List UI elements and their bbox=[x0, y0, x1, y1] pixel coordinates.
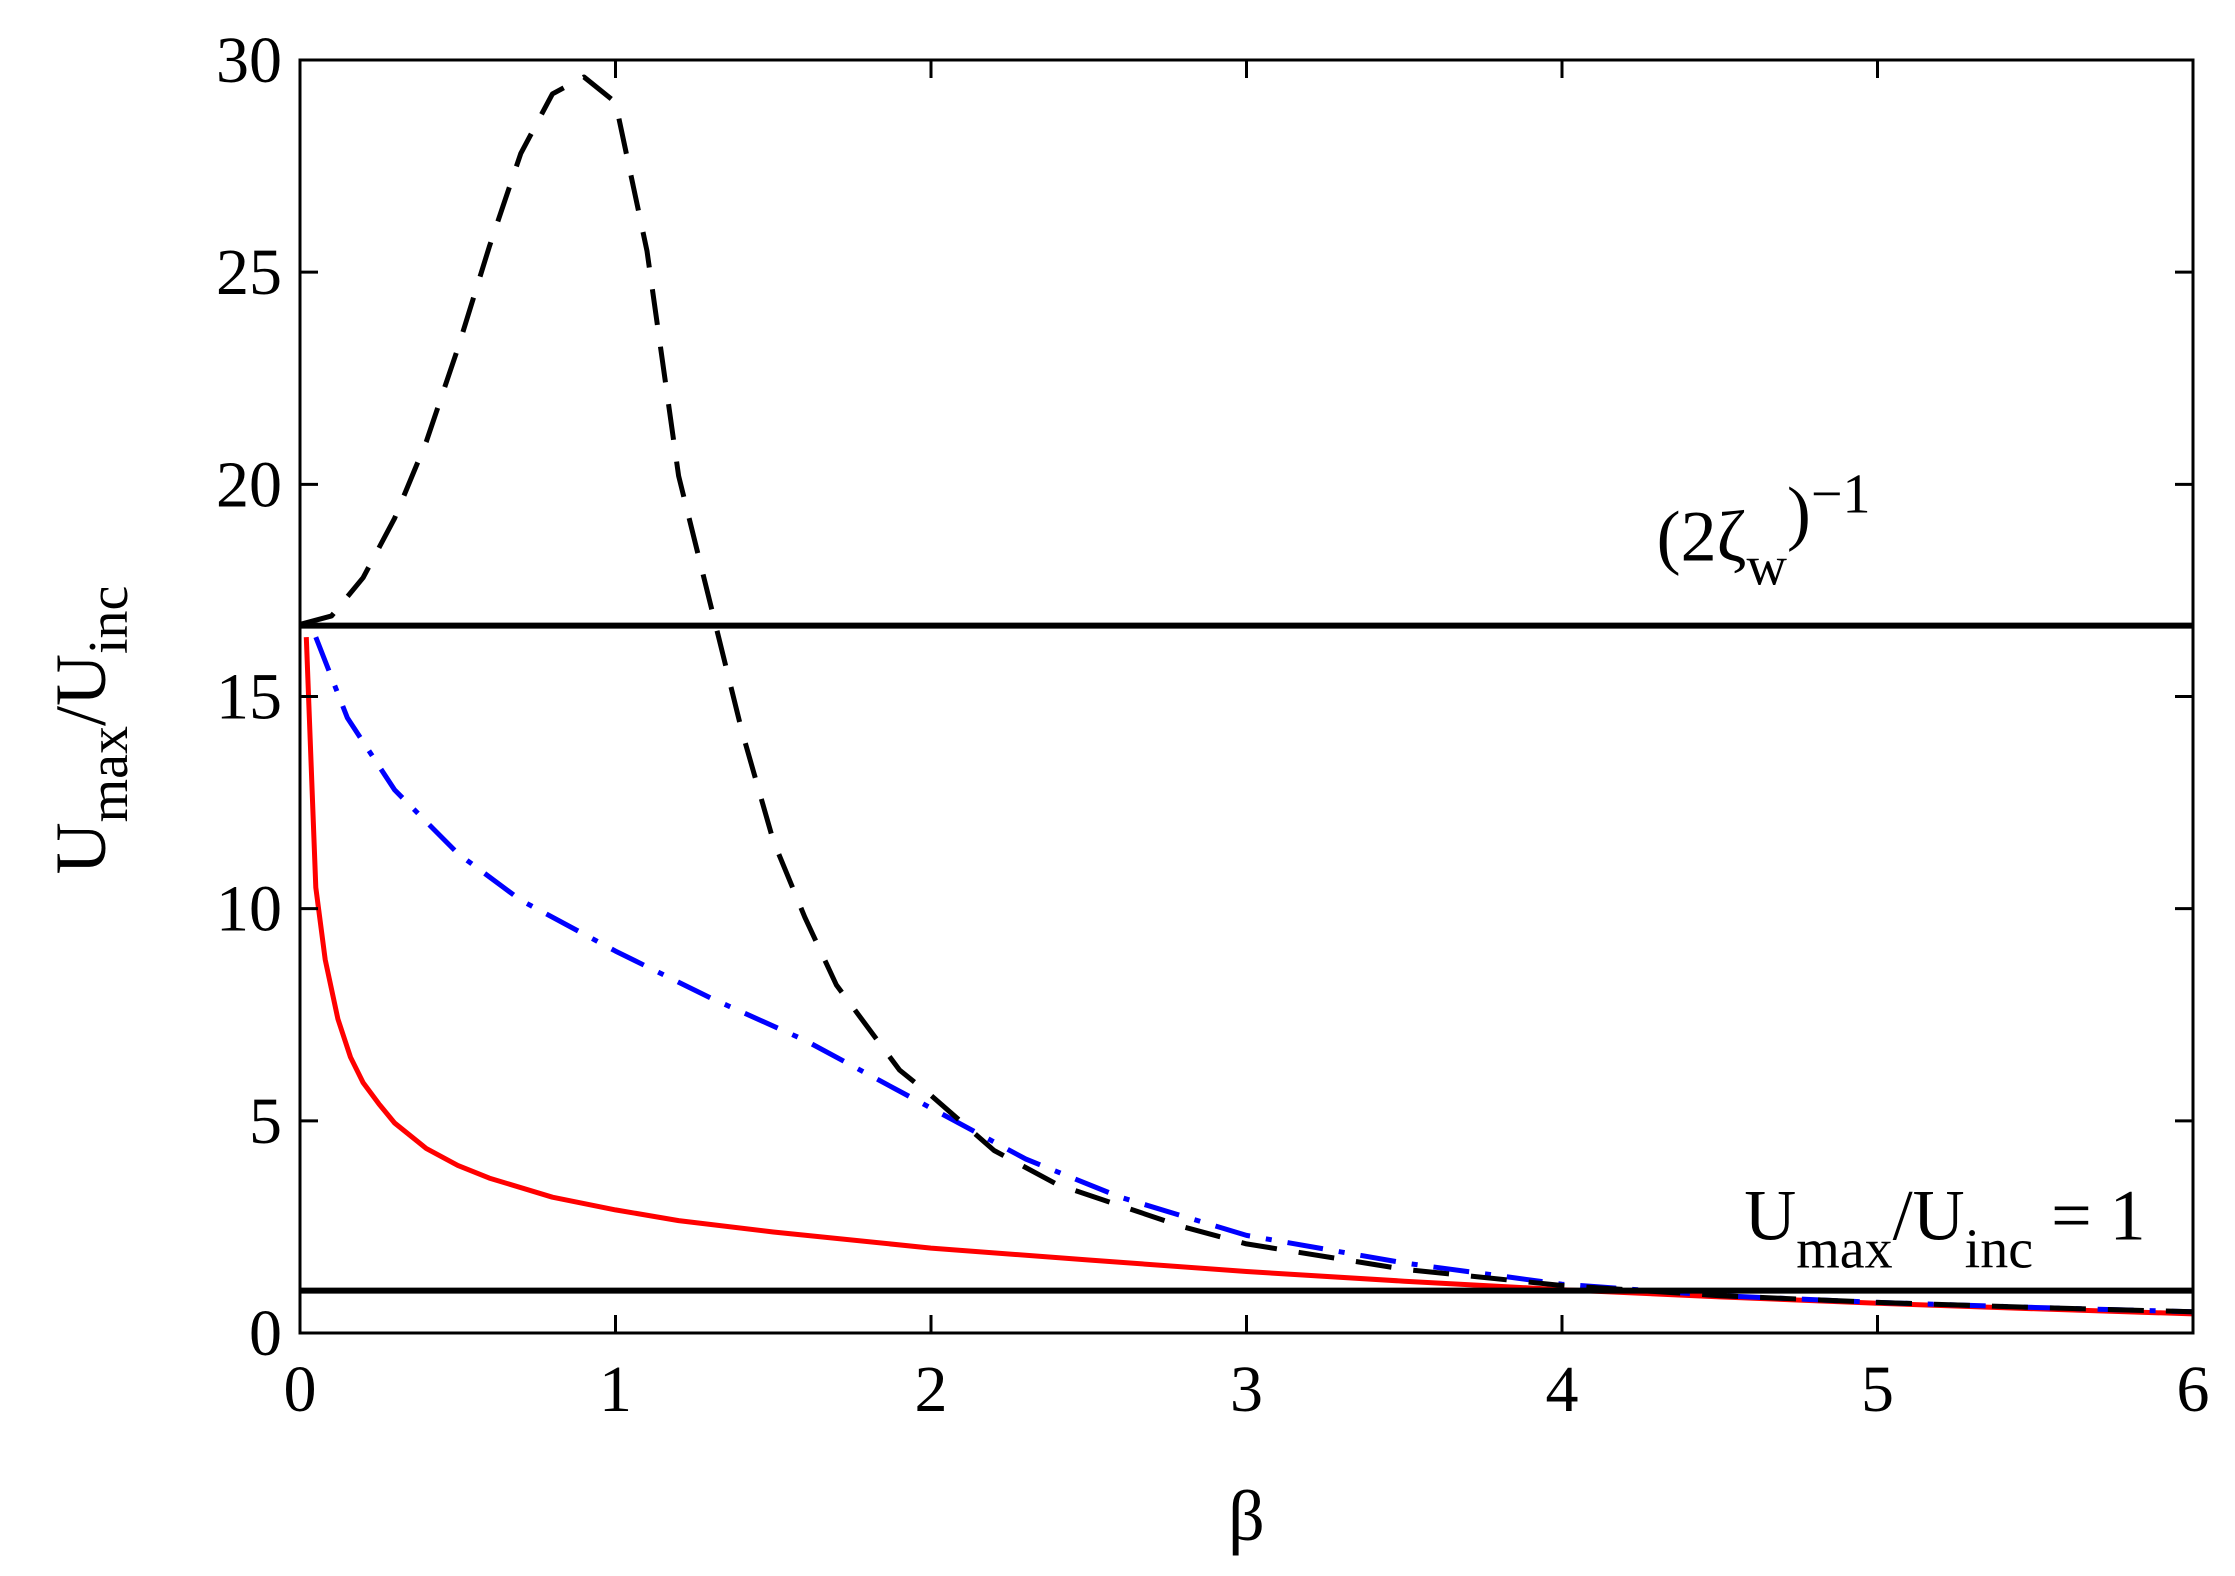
y-tick-label-6: 30 bbox=[216, 24, 282, 97]
y-tick-label-4: 20 bbox=[216, 448, 282, 521]
y-tick-label-2: 10 bbox=[216, 873, 282, 946]
annotation-zeta-part-3: −1 bbox=[1811, 464, 1871, 526]
y-label-sub1: max bbox=[78, 726, 140, 822]
y-label-main: U bbox=[41, 822, 121, 874]
y-axis-label: Umax/Uinc bbox=[41, 586, 140, 875]
plot-frame bbox=[298, 58, 2195, 1335]
x-tick-label-1: 1 bbox=[599, 1353, 632, 1426]
reference-lines bbox=[300, 622, 2193, 1294]
y-label-sub2: inc bbox=[78, 586, 140, 654]
y-label-mid: /U bbox=[41, 654, 121, 726]
annotations: (2ζw)−1 Umax/Uinc = 1 bbox=[1657, 464, 2146, 1281]
y-tick-label-5: 25 bbox=[216, 236, 282, 309]
x-tick-label-0: 0 bbox=[284, 1353, 317, 1426]
annotation-unity-part-2: /U bbox=[1893, 1176, 1965, 1256]
y-tick-label-0: 0 bbox=[249, 1297, 282, 1370]
annotation-unity: Umax/Uinc = 1 bbox=[1744, 1176, 2145, 1281]
annotation-zeta: (2ζw)−1 bbox=[1657, 464, 1871, 598]
x-tick-label-6: 6 bbox=[2177, 1353, 2210, 1426]
annotation-zeta-part-1: w bbox=[1746, 536, 1787, 598]
annotation-zeta-part-0: (2ζ bbox=[1657, 497, 1747, 577]
x-tick-label-5: 5 bbox=[1861, 1353, 1894, 1426]
annotation-unity-part-4: = 1 bbox=[2033, 1176, 2146, 1256]
annotation-unity-part-0: U bbox=[1744, 1176, 1796, 1256]
y-tick-label-1: 5 bbox=[249, 1085, 282, 1158]
x-axis-label: β bbox=[1228, 1476, 1265, 1556]
annotation-zeta-part-2: ) bbox=[1787, 473, 1811, 553]
ticks: 0 1 2 3 4 5 6 0 5 10 15 20 25 30 bbox=[216, 24, 2210, 1426]
series-layer bbox=[299, 74, 2194, 1317]
annotation-unity-part-1: max bbox=[1796, 1219, 1892, 1281]
annotation-unity-part-3: inc bbox=[1965, 1219, 2033, 1281]
y-tick-label-3: 15 bbox=[216, 661, 282, 734]
x-tick-label-2: 2 bbox=[915, 1353, 948, 1426]
x-tick-label-3: 3 bbox=[1230, 1353, 1263, 1426]
series-line-2 bbox=[299, 74, 2194, 1315]
x-tick-label-4: 4 bbox=[1546, 1353, 1579, 1426]
